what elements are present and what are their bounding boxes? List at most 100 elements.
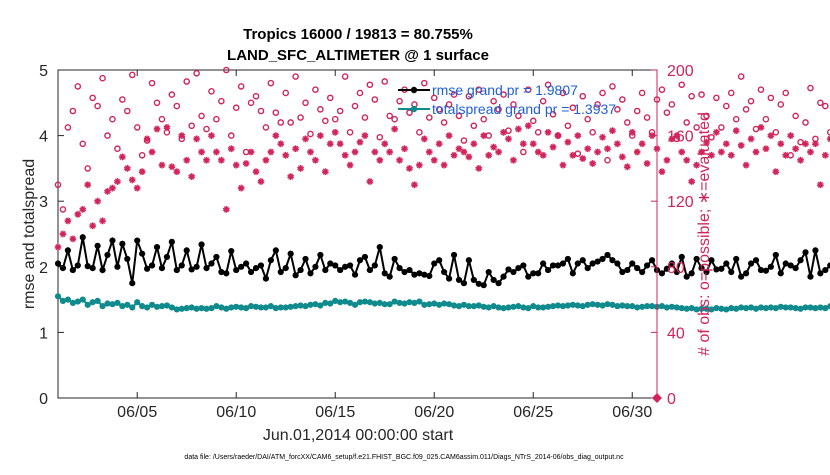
rmse-point	[277, 268, 284, 276]
evaluated-obs-point	[609, 127, 616, 135]
totalspread-point	[559, 303, 567, 310]
totalspread-point	[465, 303, 472, 310]
possible-obs-point	[485, 132, 492, 139]
evaluated-obs-point	[420, 135, 428, 143]
evaluated-obs-point	[262, 156, 270, 164]
possible-obs-point	[752, 125, 760, 133]
rmse-point	[337, 266, 344, 274]
rmse-point	[530, 270, 537, 277]
evaluated-obs-point	[109, 184, 116, 192]
rmse-point	[183, 247, 190, 254]
possible-obs-point	[307, 130, 314, 138]
possible-obs-point	[79, 140, 87, 148]
totalspread-point	[757, 304, 765, 311]
evaluated-obs-point	[663, 156, 671, 164]
totalspread-point	[698, 305, 705, 312]
possible-obs-point	[450, 91, 458, 98]
rmse-point	[307, 270, 314, 277]
evaluated-obs-point	[495, 148, 503, 156]
rmse-point	[381, 270, 388, 277]
totalspread-point	[183, 305, 190, 312]
possible-obs-point	[193, 69, 200, 77]
rmse-point	[807, 273, 814, 280]
rmse-point	[124, 255, 131, 263]
rmse-point	[148, 262, 156, 269]
possible-obs-point	[549, 110, 557, 118]
possible-obs-point	[574, 150, 582, 157]
totalspread-point	[272, 305, 279, 312]
rmse-point	[683, 273, 690, 280]
totalspread-point	[658, 303, 666, 310]
rmse-point	[332, 262, 339, 269]
x-tick-label: 06/25	[513, 404, 553, 421]
evaluated-obs-point	[455, 145, 463, 153]
evaluated-obs-point	[604, 145, 611, 153]
possible-obs-point	[203, 125, 210, 133]
rmse-point	[480, 282, 487, 289]
evaluated-obs-point	[510, 156, 517, 164]
rmse-point	[129, 280, 136, 287]
evaluated-obs-point	[316, 132, 324, 139]
rmse-point	[282, 265, 289, 272]
evaluated-obs-point	[470, 140, 478, 148]
rmse-point	[762, 267, 770, 274]
rmse-point	[752, 257, 760, 264]
evaluated-obs-point	[569, 151, 577, 159]
totalspread-point	[262, 304, 270, 311]
rmse-point	[386, 273, 393, 280]
possible-obs-point	[227, 132, 235, 139]
totalspread-point	[728, 305, 735, 312]
evaluated-obs-point	[203, 156, 210, 164]
possible-obs-point	[539, 97, 547, 105]
possible-obs-point	[495, 106, 502, 113]
totalspread-point	[723, 306, 730, 313]
evaluated-obs-point	[693, 161, 701, 169]
totalspread-point	[441, 300, 448, 307]
evaluated-obs-point	[792, 145, 800, 153]
rmse-point	[84, 263, 91, 270]
rmse-point	[728, 268, 735, 276]
evaluated-obs-point	[668, 135, 676, 143]
possible-obs-point	[242, 148, 250, 156]
evaluated-obs-point	[153, 125, 161, 133]
y-right-tick-label: 160	[667, 129, 694, 146]
rmse-point	[767, 263, 774, 270]
rmse-point	[272, 247, 279, 254]
rmse-point	[366, 266, 373, 274]
possible-obs-point	[698, 91, 705, 98]
totalspread-point	[589, 301, 596, 308]
possible-obs-point	[208, 88, 215, 95]
possible-obs-point	[638, 89, 646, 97]
rmse-point	[247, 268, 255, 276]
rmse-point	[322, 266, 329, 274]
rmse-point	[134, 237, 141, 244]
possible-obs-point	[544, 81, 552, 89]
legend-rmse-marker	[410, 86, 418, 94]
rmse-point	[787, 262, 794, 269]
totalspread-point	[267, 303, 274, 310]
totalspread-point	[604, 301, 611, 308]
rmse-point	[747, 260, 755, 267]
evaluated-obs-point	[589, 160, 597, 167]
totalspread-point	[282, 304, 289, 311]
rmse-point	[510, 268, 517, 276]
evaluated-obs-point	[118, 153, 126, 161]
evaluated-obs-point	[544, 128, 552, 136]
rmse-point	[302, 255, 309, 263]
totalspread-point	[104, 300, 111, 307]
totalspread-point	[327, 300, 334, 307]
evaluated-obs-point	[133, 184, 141, 192]
rmse-point	[173, 266, 180, 274]
evaluated-obs-point	[396, 156, 404, 164]
totalspread-point	[213, 303, 220, 310]
totalspread-point	[668, 303, 675, 310]
possible-obs-point	[460, 137, 468, 144]
evaluated-obs-point	[534, 148, 542, 156]
totalspread-point	[208, 305, 215, 312]
possible-obs-point	[604, 156, 611, 164]
x-axis-label: Jun.01,2014 00:00:00 start	[263, 427, 454, 444]
y-right-tick-label: 120	[667, 194, 694, 211]
x-tick-label: 06/15	[315, 404, 355, 421]
rmse-point	[540, 260, 547, 267]
rmse-point	[317, 251, 324, 259]
